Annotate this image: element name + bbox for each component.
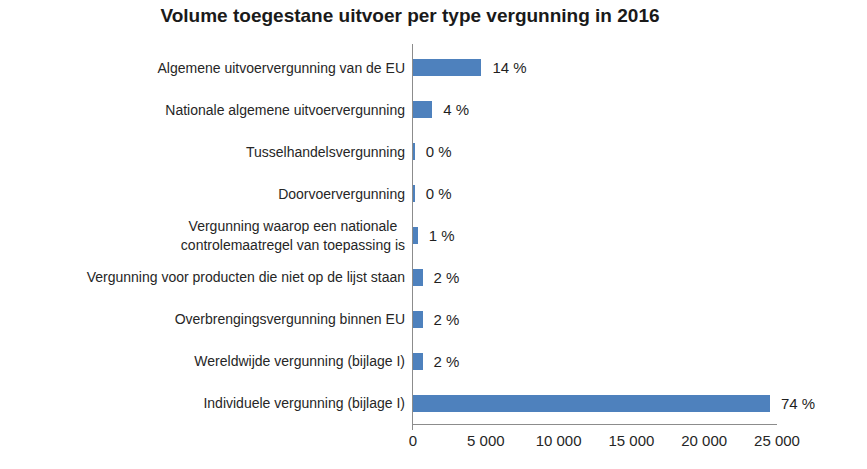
- bar-value-label: 0 %: [426, 143, 452, 160]
- bar-value-label: 2 %: [434, 311, 460, 328]
- plot-area: 14 %4 %0 %0 %1 %2 %2 %2 %74 % 05 00010 0…: [413, 47, 777, 425]
- category-row: Wereldwijde vergunning (bijlage I): [0, 340, 405, 382]
- x-tick-label: 20 000: [681, 432, 727, 449]
- category-label: Tusselhandelsvergunning: [246, 143, 405, 161]
- category-label: Nationale algemene uitvoervergunning: [165, 101, 405, 119]
- category-row: Algemene uitvoervergunning van de EU: [0, 47, 405, 89]
- category-label: Vergunning voor producten die niet op de…: [87, 268, 405, 286]
- bar-value-label: 14 %: [492, 59, 526, 76]
- category-row: Nationale algemene uitvoervergunning: [0, 89, 405, 131]
- chart-canvas: Volume toegestane uitvoer per type vergu…: [0, 0, 867, 469]
- bar: [413, 143, 415, 160]
- x-tick-label: 10 000: [536, 432, 582, 449]
- category-row: Doorvoervergunning: [0, 173, 405, 215]
- bar-row: 4 %: [413, 89, 777, 131]
- category-row: Vergunning voor producten die niet op de…: [0, 256, 405, 298]
- bar-row: 74 %: [413, 382, 777, 424]
- bar: [413, 353, 423, 370]
- category-label: Algemene uitvoervergunning van de EU: [158, 59, 406, 77]
- category-label: Vergunning waarop een nationale controle…: [181, 217, 405, 253]
- category-row: Tusselhandelsvergunning: [0, 131, 405, 173]
- bar-row: 14 %: [413, 47, 777, 89]
- bar: [413, 185, 415, 202]
- category-label: Wereldwijde vergunning (bijlage I): [194, 352, 405, 370]
- bar: [413, 269, 423, 286]
- bar-value-label: 1 %: [429, 227, 455, 244]
- category-label: Doorvoervergunning: [278, 185, 405, 203]
- bar-value-label: 4 %: [443, 101, 469, 118]
- x-axis-tick-labels: 05 00010 00015 00020 00025 000: [413, 424, 777, 450]
- bar-value-label: 2 %: [434, 269, 460, 286]
- bar-row: 2 %: [413, 256, 777, 298]
- bar-value-label: 0 %: [426, 185, 452, 202]
- x-tick-label: 5 000: [467, 432, 505, 449]
- x-tick-label: 15 000: [608, 432, 654, 449]
- category-row: Vergunning waarop een nationale controle…: [0, 215, 405, 257]
- bar-row: 0 %: [413, 131, 777, 173]
- bars-container: 14 % 4 % 0 % 0 % 1 % 2 % 2 % 2 % 74 %: [413, 47, 777, 424]
- bar: [413, 395, 770, 412]
- bar: [413, 311, 423, 328]
- bar-value-label: 2 %: [434, 353, 460, 370]
- bar-value-label: 74 %: [781, 395, 815, 412]
- bar-row: 2 %: [413, 340, 777, 382]
- category-label: Individuele vergunning (bijlage I): [203, 394, 405, 412]
- category-axis-labels: Algemene uitvoervergunning van de EU Nati…: [0, 47, 405, 424]
- bar-row: 0 %: [413, 173, 777, 215]
- bar: [413, 59, 481, 76]
- x-tick-label: 25 000: [754, 432, 800, 449]
- bar-row: 2 %: [413, 298, 777, 340]
- bar-row: 1 %: [413, 215, 777, 257]
- category-row: Individuele vergunning (bijlage I): [0, 382, 405, 424]
- category-label: Overbrengingsvergunning binnen EU: [175, 310, 405, 328]
- category-row: Overbrengingsvergunning binnen EU: [0, 298, 405, 340]
- x-tick-label: 0: [409, 432, 417, 449]
- chart-title: Volume toegestane uitvoer per type vergu…: [0, 5, 820, 27]
- bar: [413, 227, 418, 244]
- bar: [413, 101, 432, 118]
